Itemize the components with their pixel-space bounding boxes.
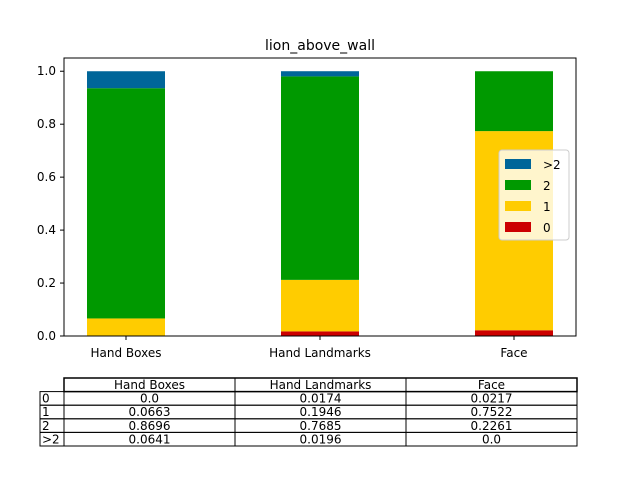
bar-segment-0-1: [87, 318, 165, 336]
legend-label-2: 2: [543, 179, 551, 193]
legend-swatch-1: [505, 201, 531, 211]
x-tick-label-0: Hand Boxes: [91, 346, 162, 360]
table-header-2: Face: [478, 378, 505, 392]
axes-layer: 0.0 0.2 0.4 0.6 0.8 1.0 Hand Boxes Hand Landmar…: [37, 64, 528, 360]
table-cell-3-2: 0.0: [482, 432, 501, 446]
chart-title: lion_above_wall: [265, 38, 375, 54]
y-tick-label-3: 0.6: [37, 170, 56, 184]
bar-segment-1-3: [281, 71, 359, 77]
bar-segment-2-2: [475, 71, 553, 132]
table-cell-0-0: 0.0: [140, 392, 159, 406]
legend-swatch-0: [505, 222, 531, 232]
table-cell-2-0: 0.8696: [129, 419, 171, 433]
legend-label-0: 0: [543, 221, 551, 235]
y-tick-label-5: 1.0: [37, 64, 56, 78]
table-row-label-3: >2: [42, 432, 60, 446]
y-tick-label-1: 0.2: [37, 276, 56, 290]
legend-swatch-3: [505, 159, 531, 169]
bars-layer: [87, 71, 553, 336]
y-tick-label-2: 0.4: [37, 223, 56, 237]
table-header-1: Hand Landmarks: [270, 378, 372, 392]
y-tick-label-4: 0.8: [37, 117, 56, 131]
bar-segment-1-1: [281, 279, 359, 332]
table-cell-0-2: 0.0217: [471, 392, 513, 406]
table-row-3: [39, 431, 578, 447]
x-tick-label-1: Hand Landmarks: [269, 346, 371, 360]
table-cell-0-1: 0.0174: [300, 392, 342, 406]
legend-label-1: 1: [543, 200, 551, 214]
table-cell-2-1: 0.7685: [300, 419, 342, 433]
bar-segment-1-2: [281, 76, 359, 280]
table-cell-3-1: 0.0196: [300, 432, 342, 446]
legend-swatch-2: [505, 180, 531, 190]
table-row-label-2: 2: [42, 419, 50, 433]
bar-segment-0-3: [87, 71, 165, 89]
table-row-label-1: 1: [42, 405, 50, 419]
table-cell-1-1: 0.1946: [300, 405, 342, 419]
table-header-0: Hand Boxes: [114, 378, 185, 392]
y-tick-label-0: 0.0: [37, 329, 56, 343]
legend-box: [498, 149, 570, 241]
legend: >2 2 1 0: [498, 149, 570, 241]
table-cell-2-2: 0.2261: [471, 419, 513, 433]
table-cell-1-0: 0.0663: [129, 405, 171, 419]
legend-label-3: >2: [543, 158, 561, 172]
bar-segment-2-0: [475, 330, 553, 336]
bar-segment-1-0: [281, 331, 359, 336]
x-tick-label-2: Face: [500, 346, 527, 360]
table-row-label-0: 0: [42, 392, 50, 406]
table-cell-3-0: 0.0641: [129, 432, 171, 446]
table-cell-1-2: 0.7522: [471, 405, 513, 419]
bar-segment-0-2: [87, 88, 165, 319]
